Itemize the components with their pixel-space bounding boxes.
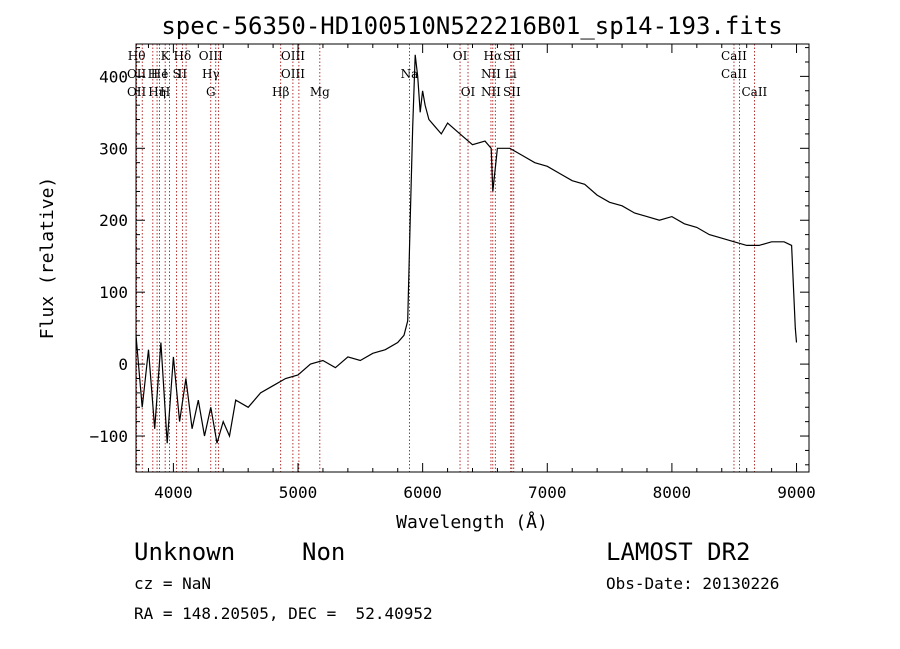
x-tick-label: 6000 (403, 483, 442, 502)
spectrum-line (135, 54, 798, 444)
redshift-text: cz = NaN (134, 574, 212, 593)
line-label: Hα (484, 49, 503, 63)
line-label: OI (461, 85, 476, 99)
line-label: K (161, 49, 171, 63)
survey-name: LAMOST DR2 (606, 538, 751, 566)
line-label: H (148, 67, 158, 81)
x-axis-label: Wavelength (Å) (396, 511, 548, 533)
line-label: OII (127, 67, 147, 81)
object-class: Unknown (134, 538, 236, 566)
line-label: OI (453, 49, 468, 63)
line-label: I (163, 67, 168, 81)
line-label: OII (127, 85, 147, 99)
x-tick-label: 9000 (777, 483, 816, 502)
y-tick-label: 0 (118, 355, 128, 374)
observation-date: Obs-Date: 20130226 (606, 574, 780, 593)
y-axis: −100 0 100 200 300 400 (89, 47, 809, 466)
x-axis: 4000 5000 6000 7000 8000 9000 (147, 44, 816, 502)
x-tick-label: 5000 (279, 483, 318, 502)
y-tick-label: −100 (89, 427, 128, 446)
line-label: OIII (281, 67, 305, 81)
line-label: He (151, 67, 169, 81)
y-tick-label: 100 (99, 283, 128, 302)
coordinates-text: RA = 148.20505, DEC = 52.40952 (134, 604, 433, 623)
line-label: Mg (310, 85, 330, 99)
line-label: CaII (721, 49, 747, 63)
line-label: Hβ (272, 85, 289, 99)
x-tick-label: 4000 (154, 483, 193, 502)
line-label: SII (503, 49, 521, 63)
line-label: H (160, 85, 170, 99)
line-label: Hγ (202, 67, 220, 81)
line-label: Hθ (128, 49, 146, 63)
y-tick-label: 200 (99, 211, 128, 230)
line-label: Li (505, 67, 517, 81)
line-label: Na (401, 67, 419, 81)
chart-title: spec-56350-HD100510N522216B01_sp14-193.f… (161, 12, 782, 40)
line-label: Hδ (174, 49, 192, 63)
line-label: SII (503, 85, 521, 99)
line-markers (136, 44, 755, 472)
line-label: OIII (199, 49, 223, 63)
x-tick-label: 7000 (528, 483, 567, 502)
line-label: NII (481, 85, 501, 99)
line-label: NII (481, 67, 501, 81)
x-tick-label: 8000 (653, 483, 692, 502)
line-label: OIII (281, 49, 305, 63)
line-label: Hη (148, 85, 166, 99)
y-tick-label: 400 (99, 67, 128, 86)
line-label: II (178, 67, 188, 81)
line-label: CaII (741, 85, 767, 99)
plot-frame (135, 43, 810, 473)
line-label: G (206, 85, 216, 99)
y-axis-label: Flux (relative) (37, 177, 58, 340)
y-tick-label: 300 (99, 139, 128, 158)
object-subclass: Non (302, 538, 346, 566)
line-label: CaII (721, 67, 747, 81)
line-label: S (173, 67, 181, 81)
